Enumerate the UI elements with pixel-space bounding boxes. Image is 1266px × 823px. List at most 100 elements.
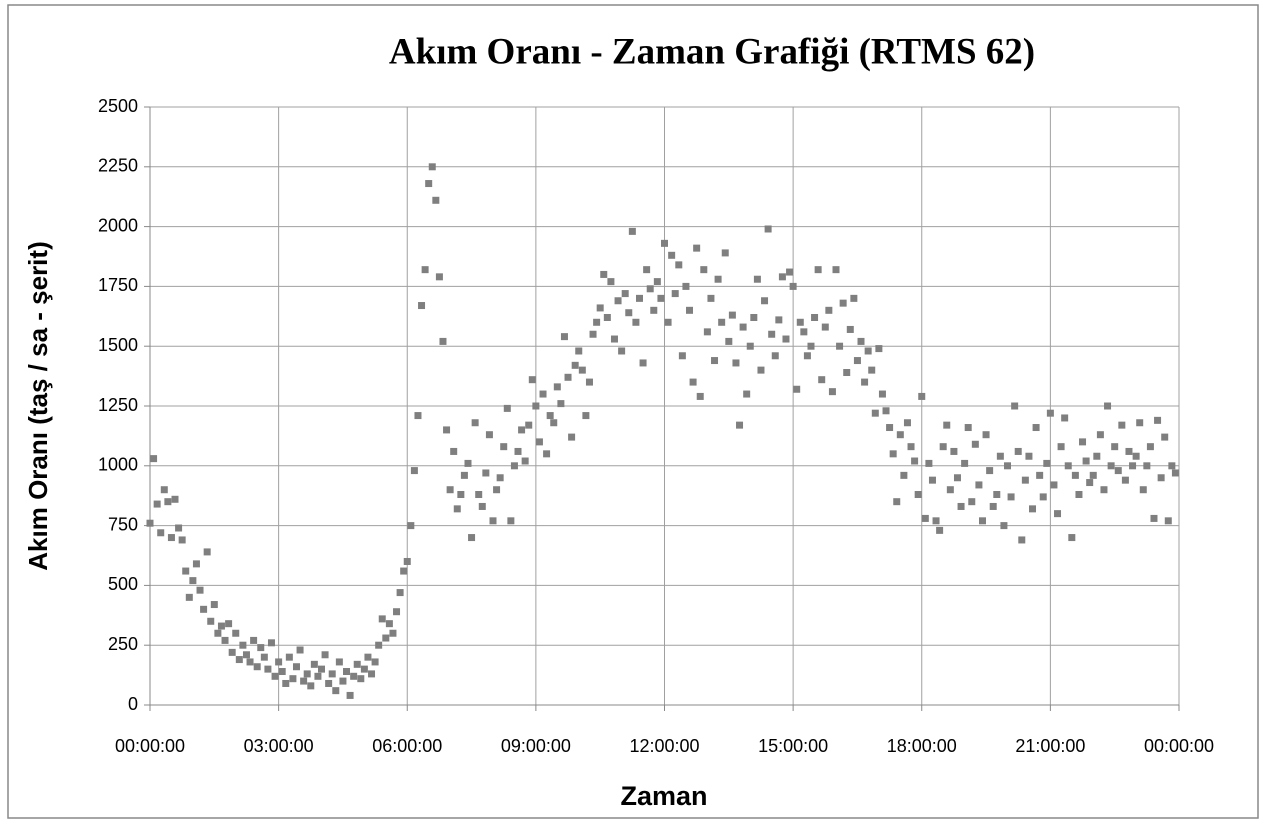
point: [650, 306, 658, 314]
point: [657, 294, 665, 302]
point: [150, 455, 158, 463]
point: [157, 529, 165, 537]
point: [189, 577, 197, 585]
point: [1171, 469, 1179, 477]
point: [182, 567, 190, 575]
point: [803, 352, 811, 360]
point: [414, 412, 422, 420]
point: [439, 337, 447, 345]
point: [300, 677, 308, 685]
point: [986, 467, 994, 475]
point: [1061, 414, 1069, 422]
point: [364, 653, 372, 661]
y-tick-label: 1250: [98, 395, 138, 415]
point: [453, 505, 461, 513]
point: [321, 651, 329, 659]
point: [375, 641, 383, 649]
point: [1121, 476, 1129, 484]
point: [1068, 534, 1076, 542]
point: [882, 407, 890, 415]
point: [768, 330, 776, 338]
point: [210, 601, 218, 609]
chart-title: Akım Oranı - Zaman Grafiği (RTMS 62): [389, 31, 1035, 72]
point: [518, 426, 526, 434]
point: [643, 266, 651, 274]
point: [464, 459, 472, 467]
point: [1146, 443, 1154, 451]
point: [228, 648, 236, 656]
point: [282, 679, 290, 687]
point: [696, 392, 704, 400]
point: [1014, 447, 1022, 455]
point: [693, 244, 701, 252]
point: [303, 670, 311, 678]
point: [950, 447, 958, 455]
point: [957, 502, 965, 510]
point: [507, 517, 515, 525]
point: [471, 419, 479, 427]
point: [793, 385, 801, 393]
point: [585, 378, 593, 386]
point: [871, 409, 879, 417]
point: [1029, 505, 1037, 513]
point: [485, 431, 493, 439]
point: [939, 443, 947, 451]
point: [285, 653, 293, 661]
y-tick-label: 2000: [98, 215, 138, 235]
point: [900, 471, 908, 479]
point: [1079, 438, 1087, 446]
point: [1143, 462, 1151, 470]
point: [664, 318, 672, 326]
point: [989, 502, 997, 510]
point: [796, 318, 804, 326]
point: [921, 514, 929, 522]
point: [260, 653, 268, 661]
point: [857, 337, 865, 345]
point: [943, 421, 951, 429]
point: [711, 357, 719, 365]
point: [1064, 462, 1072, 470]
point: [418, 302, 426, 310]
point: [911, 457, 919, 465]
point: [450, 447, 458, 455]
point: [1139, 486, 1147, 494]
point: [328, 670, 336, 678]
point: [550, 419, 558, 427]
point: [732, 359, 740, 367]
point: [514, 447, 522, 455]
point: [675, 261, 683, 269]
point: [607, 278, 615, 286]
point: [278, 668, 286, 676]
point: [360, 665, 368, 673]
point: [246, 658, 254, 666]
point: [621, 290, 629, 298]
point: [807, 342, 815, 350]
point: [614, 297, 622, 305]
point: [582, 412, 590, 420]
point: [468, 534, 476, 542]
point: [721, 249, 729, 257]
point: [686, 306, 694, 314]
point: [435, 273, 443, 281]
point: [825, 306, 833, 314]
point: [389, 629, 397, 637]
point: [564, 373, 572, 381]
point: [428, 163, 436, 171]
point: [546, 412, 554, 420]
point: [1039, 493, 1047, 501]
point: [868, 366, 876, 374]
point: [593, 318, 601, 326]
point: [192, 560, 200, 568]
point: [346, 691, 354, 699]
point: [267, 639, 275, 647]
point: [264, 665, 272, 673]
point: [482, 469, 490, 477]
point: [914, 491, 922, 499]
point: [432, 196, 440, 204]
point: [578, 366, 586, 374]
point: [425, 180, 433, 188]
point: [1036, 471, 1044, 479]
chart-border: [7, 4, 1259, 819]
point: [1164, 517, 1172, 525]
point: [661, 239, 668, 247]
